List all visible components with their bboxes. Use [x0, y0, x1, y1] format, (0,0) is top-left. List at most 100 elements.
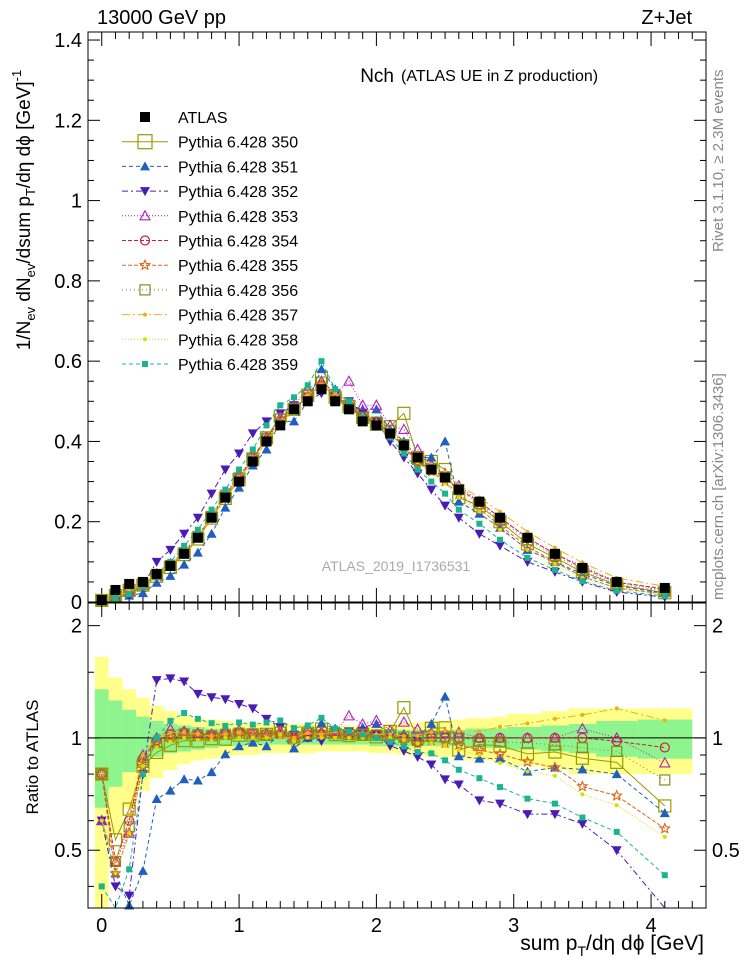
ratio-point: [614, 706, 619, 711]
ratio-point: [493, 739, 507, 753]
legend-marker: [139, 235, 151, 246]
data-point: [412, 452, 423, 463]
ratio-point: [549, 732, 561, 744]
ratio-point: [452, 726, 465, 737]
data-point: [316, 364, 327, 374]
ratio-point: [429, 730, 434, 735]
ratio-point: [179, 774, 190, 784]
data-point: [206, 528, 217, 538]
ratio-point: [429, 740, 434, 745]
legend-label: Pythia 6.428 358: [178, 332, 298, 349]
ratio-point: [195, 731, 200, 736]
ratio-point: [305, 735, 310, 740]
data-point: [455, 506, 462, 513]
stat-uncertainty-band: [541, 725, 569, 752]
ratio-point: [232, 727, 246, 739]
data-point: [357, 416, 368, 427]
ratio-point: [426, 718, 437, 728]
data-point: [549, 548, 560, 559]
ratio-point: [359, 731, 366, 738]
ratio-point: [182, 730, 187, 735]
legend-marker: [140, 112, 150, 122]
data-point: [291, 394, 297, 401]
ratio-point: [278, 735, 283, 740]
ratio-point: [319, 735, 324, 740]
ratio-point: [659, 742, 670, 753]
data-point: [194, 526, 201, 533]
legend-marker: [140, 161, 150, 171]
ratio-point: [98, 883, 105, 890]
ratio-point: [234, 741, 245, 751]
data-point: [474, 496, 485, 507]
x-tick-label: 4: [646, 915, 657, 937]
ratio-point: [611, 745, 623, 758]
data-point: [126, 590, 133, 597]
legend-label: Pythia 6.428 352: [178, 184, 298, 201]
data-point: [151, 557, 162, 567]
ratio-point: [140, 764, 145, 769]
legend-item: Pythia 6.428 357: [122, 308, 298, 325]
ratio-point: [154, 745, 159, 750]
ratio-point: [613, 828, 620, 835]
data-point: [110, 584, 121, 595]
legend-marker: [139, 284, 151, 296]
ratio-point: [263, 719, 270, 726]
ratio-point: [476, 775, 483, 782]
ratio-point: [493, 747, 507, 760]
data-point: [453, 513, 464, 523]
legend-item: Pythia 6.428 351: [122, 159, 298, 176]
y-tick-label: 0.4: [54, 431, 82, 453]
ratio-point: [136, 759, 150, 772]
ratio-y-tick-label-right: 1: [712, 728, 723, 750]
series-line: [101, 388, 665, 602]
data-point: [234, 476, 245, 487]
legend-label: Pythia 6.428 357: [178, 308, 298, 325]
ratio-point: [236, 719, 243, 726]
ratio-point: [319, 732, 324, 737]
data-point: [443, 481, 448, 486]
ratio-point: [206, 693, 217, 703]
ratio-point: [96, 768, 108, 780]
data-point: [397, 406, 411, 420]
ratio-point: [153, 734, 160, 741]
ratio-point: [524, 795, 531, 802]
ratio-point: [223, 732, 228, 737]
ratio-point: [397, 715, 410, 727]
header-right: Z+Jet: [641, 7, 692, 29]
legend-item: Pythia 6.428 359: [122, 357, 298, 374]
ratio-point: [165, 785, 176, 795]
mcplots-note: mcplots.cern.ch [arXiv:1306.3436]: [710, 373, 727, 600]
data-point: [137, 576, 148, 587]
ratio-point: [356, 718, 369, 729]
series-line: [101, 392, 665, 602]
ratio-point: [658, 756, 671, 768]
data-point: [498, 509, 502, 514]
ratio-point: [661, 872, 668, 879]
data-point: [476, 520, 483, 527]
ratio-point: [261, 714, 272, 724]
ratio-point: [191, 726, 204, 738]
ratio-point: [194, 715, 201, 722]
series-atlas: [96, 384, 670, 605]
ratio-point: [137, 865, 148, 875]
data-point: [192, 513, 203, 523]
data-point: [330, 396, 341, 407]
ratio-point: [304, 722, 311, 729]
data-point: [498, 527, 502, 532]
ratio-point: [371, 718, 382, 728]
ratio-point: [521, 737, 534, 749]
data-point: [400, 450, 407, 457]
y-tick-label: 0.6: [54, 351, 82, 373]
ratio-y-tick-label-right: 0.5: [712, 840, 740, 862]
data-point: [426, 485, 437, 495]
ratio-point: [113, 871, 118, 876]
ratio-point: [234, 699, 245, 709]
ratio-point: [580, 792, 585, 797]
ratio-point: [250, 735, 255, 740]
legend-item: Pythia 6.428 352: [122, 184, 298, 201]
data-point: [474, 529, 485, 539]
series-line: [101, 384, 665, 602]
ratio-point: [551, 800, 558, 807]
data-point: [247, 429, 258, 439]
legend-label: Pythia 6.428 350: [178, 135, 298, 152]
